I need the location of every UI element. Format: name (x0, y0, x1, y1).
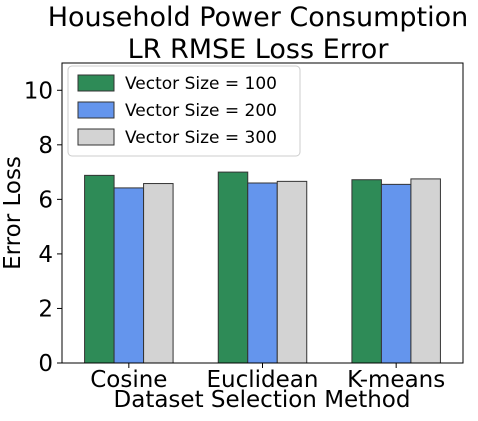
legend: Vector Size = 100 Vector Size = 200 Vect… (67, 65, 301, 157)
y-axis-label: Error Loss (0, 156, 26, 270)
bar-k-means-series-2 (410, 178, 441, 364)
legend-label-200: Vector Size = 200 (125, 101, 277, 121)
legend-frame (67, 65, 301, 157)
legend-swatch-200 (77, 101, 115, 119)
plot-frame (61, 62, 464, 364)
y-tick-label: 4 (38, 242, 53, 268)
chart-title-line-1: Household Power Consumption (48, 2, 469, 33)
x-tick-label: Euclidean (207, 367, 319, 393)
bar-euclidean-series-2 (276, 180, 308, 364)
bar-cosine-series-1 (113, 187, 145, 364)
x-tick-label: K-means (347, 367, 445, 393)
y-tick-label: 6 (38, 187, 53, 213)
y-tick-label: 10 (24, 78, 53, 104)
legend-label-100: Vector Size = 100 (125, 74, 277, 94)
y-tick-label: 2 (38, 296, 53, 322)
x-axis-label: Dataset Selection Method (114, 387, 411, 413)
bar-k-means-series-0 (351, 179, 382, 364)
legend-label-300: Vector Size = 300 (125, 128, 277, 148)
legend-swatch-300 (77, 128, 115, 146)
y-tick-label: 8 (38, 133, 53, 159)
y-tick-label: 0 (38, 351, 53, 377)
bar-euclidean-series-1 (247, 182, 278, 364)
legend-swatch-100 (77, 74, 115, 92)
bar-cosine-series-0 (84, 174, 115, 364)
bar-k-means-series-1 (380, 183, 412, 364)
bar-euclidean-series-0 (217, 171, 249, 364)
bar-cosine-series-2 (143, 183, 174, 364)
plot-area: Cosine Euclidean K-means 0 2 4 6 8 10 (24, 62, 464, 393)
x-tick-label: Cosine (90, 367, 167, 393)
chart-title-line-2: LR RMSE Loss Error (128, 34, 390, 65)
